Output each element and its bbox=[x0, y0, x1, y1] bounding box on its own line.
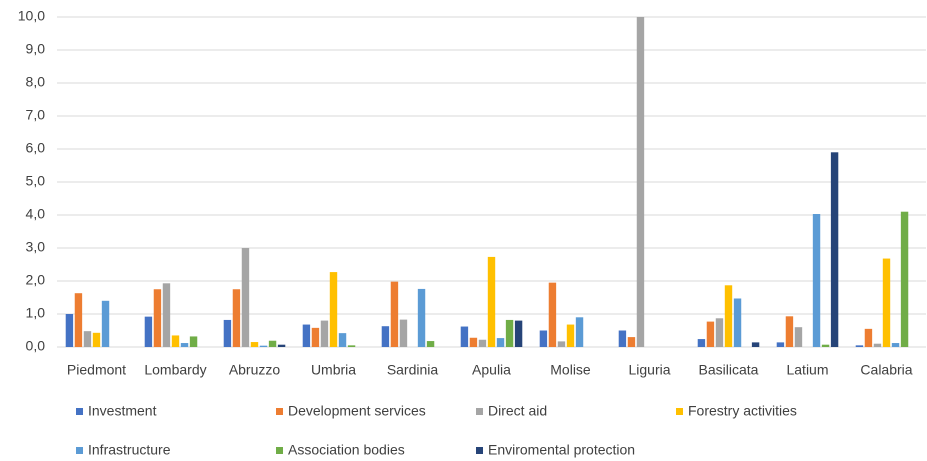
bar bbox=[259, 345, 268, 347]
x-tick-label: Calabria bbox=[860, 362, 912, 378]
bar bbox=[557, 341, 566, 347]
x-tick-label: Apulia bbox=[472, 362, 511, 378]
y-tick-label: 7,0 bbox=[26, 107, 46, 123]
bar bbox=[241, 248, 250, 347]
y-tick-label: 0,0 bbox=[26, 338, 46, 354]
bar bbox=[855, 345, 864, 347]
y-tick-label: 9,0 bbox=[26, 41, 46, 57]
x-tick-label: Lombardy bbox=[144, 362, 206, 378]
x-tick-label: Basilicata bbox=[699, 362, 759, 378]
bar bbox=[223, 319, 232, 347]
bar bbox=[399, 319, 408, 347]
bar bbox=[180, 343, 189, 347]
bar bbox=[162, 283, 171, 347]
x-tick-label: Piedmont bbox=[67, 362, 126, 378]
bar bbox=[751, 342, 760, 347]
y-tick-label: 5,0 bbox=[26, 173, 46, 189]
bar bbox=[101, 300, 110, 347]
bar bbox=[882, 258, 891, 347]
bar bbox=[496, 338, 505, 347]
y-tick-label: 4,0 bbox=[26, 206, 46, 222]
legend-label: Direct aid bbox=[488, 403, 547, 419]
legend-swatch bbox=[476, 447, 483, 454]
y-tick-label: 1,0 bbox=[26, 305, 46, 321]
x-tick-label: Molise bbox=[550, 362, 591, 378]
bar bbox=[864, 328, 873, 347]
bar bbox=[338, 333, 347, 347]
bar bbox=[724, 285, 733, 347]
x-tick-label: Abruzzo bbox=[229, 362, 281, 378]
bar bbox=[830, 152, 839, 347]
bar bbox=[320, 320, 329, 347]
bar bbox=[636, 17, 645, 347]
bar bbox=[381, 326, 390, 347]
y-tick-label: 10,0 bbox=[18, 8, 45, 24]
x-tick-label: Umbria bbox=[311, 362, 356, 378]
legend-label: Association bodies bbox=[288, 442, 405, 458]
bar bbox=[417, 288, 426, 347]
bar bbox=[390, 281, 399, 347]
bar bbox=[487, 256, 496, 347]
bar bbox=[232, 289, 241, 347]
legend-label: Infrastructure bbox=[88, 442, 171, 458]
y-tick-label: 6,0 bbox=[26, 140, 46, 156]
bar bbox=[794, 327, 803, 347]
bar bbox=[548, 282, 557, 347]
bar bbox=[900, 211, 909, 347]
bar bbox=[250, 342, 259, 347]
bar bbox=[302, 324, 311, 347]
bar bbox=[776, 342, 785, 347]
bar bbox=[821, 344, 830, 347]
bar bbox=[189, 336, 198, 347]
bar bbox=[329, 272, 338, 347]
bar bbox=[478, 339, 487, 347]
legend-label: Forestry activities bbox=[688, 403, 797, 419]
legend-swatch bbox=[276, 408, 283, 415]
bar bbox=[627, 337, 636, 347]
bar bbox=[514, 320, 523, 347]
legend-swatch bbox=[676, 408, 683, 415]
bar bbox=[469, 337, 478, 347]
bar bbox=[618, 330, 627, 347]
bar bbox=[311, 327, 320, 347]
x-tick-label: Latium bbox=[786, 362, 828, 378]
bar bbox=[785, 316, 794, 347]
bar bbox=[268, 340, 277, 347]
legend-swatch bbox=[276, 447, 283, 454]
bar bbox=[83, 331, 92, 347]
legend-label: Investment bbox=[88, 403, 157, 419]
bar bbox=[539, 330, 548, 347]
bar bbox=[697, 339, 706, 347]
bar bbox=[277, 344, 286, 347]
bar bbox=[706, 321, 715, 347]
x-tick-label: Sardinia bbox=[387, 362, 439, 378]
legend-label: Development services bbox=[288, 403, 426, 419]
bar bbox=[715, 318, 724, 347]
bar bbox=[575, 317, 584, 347]
bar bbox=[74, 293, 83, 347]
y-tick-label: 8,0 bbox=[26, 74, 46, 90]
x-tick-label: Liguria bbox=[628, 362, 670, 378]
y-tick-label: 2,0 bbox=[26, 272, 46, 288]
bar bbox=[347, 345, 356, 347]
bar bbox=[873, 343, 882, 347]
bar bbox=[460, 326, 469, 347]
legend-swatch bbox=[76, 447, 83, 454]
bar bbox=[65, 314, 74, 347]
bar bbox=[426, 341, 435, 347]
bar bbox=[566, 324, 575, 347]
bar bbox=[812, 214, 821, 347]
legend-swatch bbox=[76, 408, 83, 415]
y-tick-label: 3,0 bbox=[26, 239, 46, 255]
bar bbox=[891, 343, 900, 347]
bar bbox=[153, 289, 162, 347]
legend-label: Enviromental protection bbox=[488, 442, 635, 458]
bar bbox=[171, 335, 180, 347]
bar bbox=[92, 332, 101, 347]
legend-swatch bbox=[476, 408, 483, 415]
bar bbox=[505, 319, 514, 347]
bar bbox=[733, 298, 742, 347]
bar bbox=[144, 316, 153, 347]
